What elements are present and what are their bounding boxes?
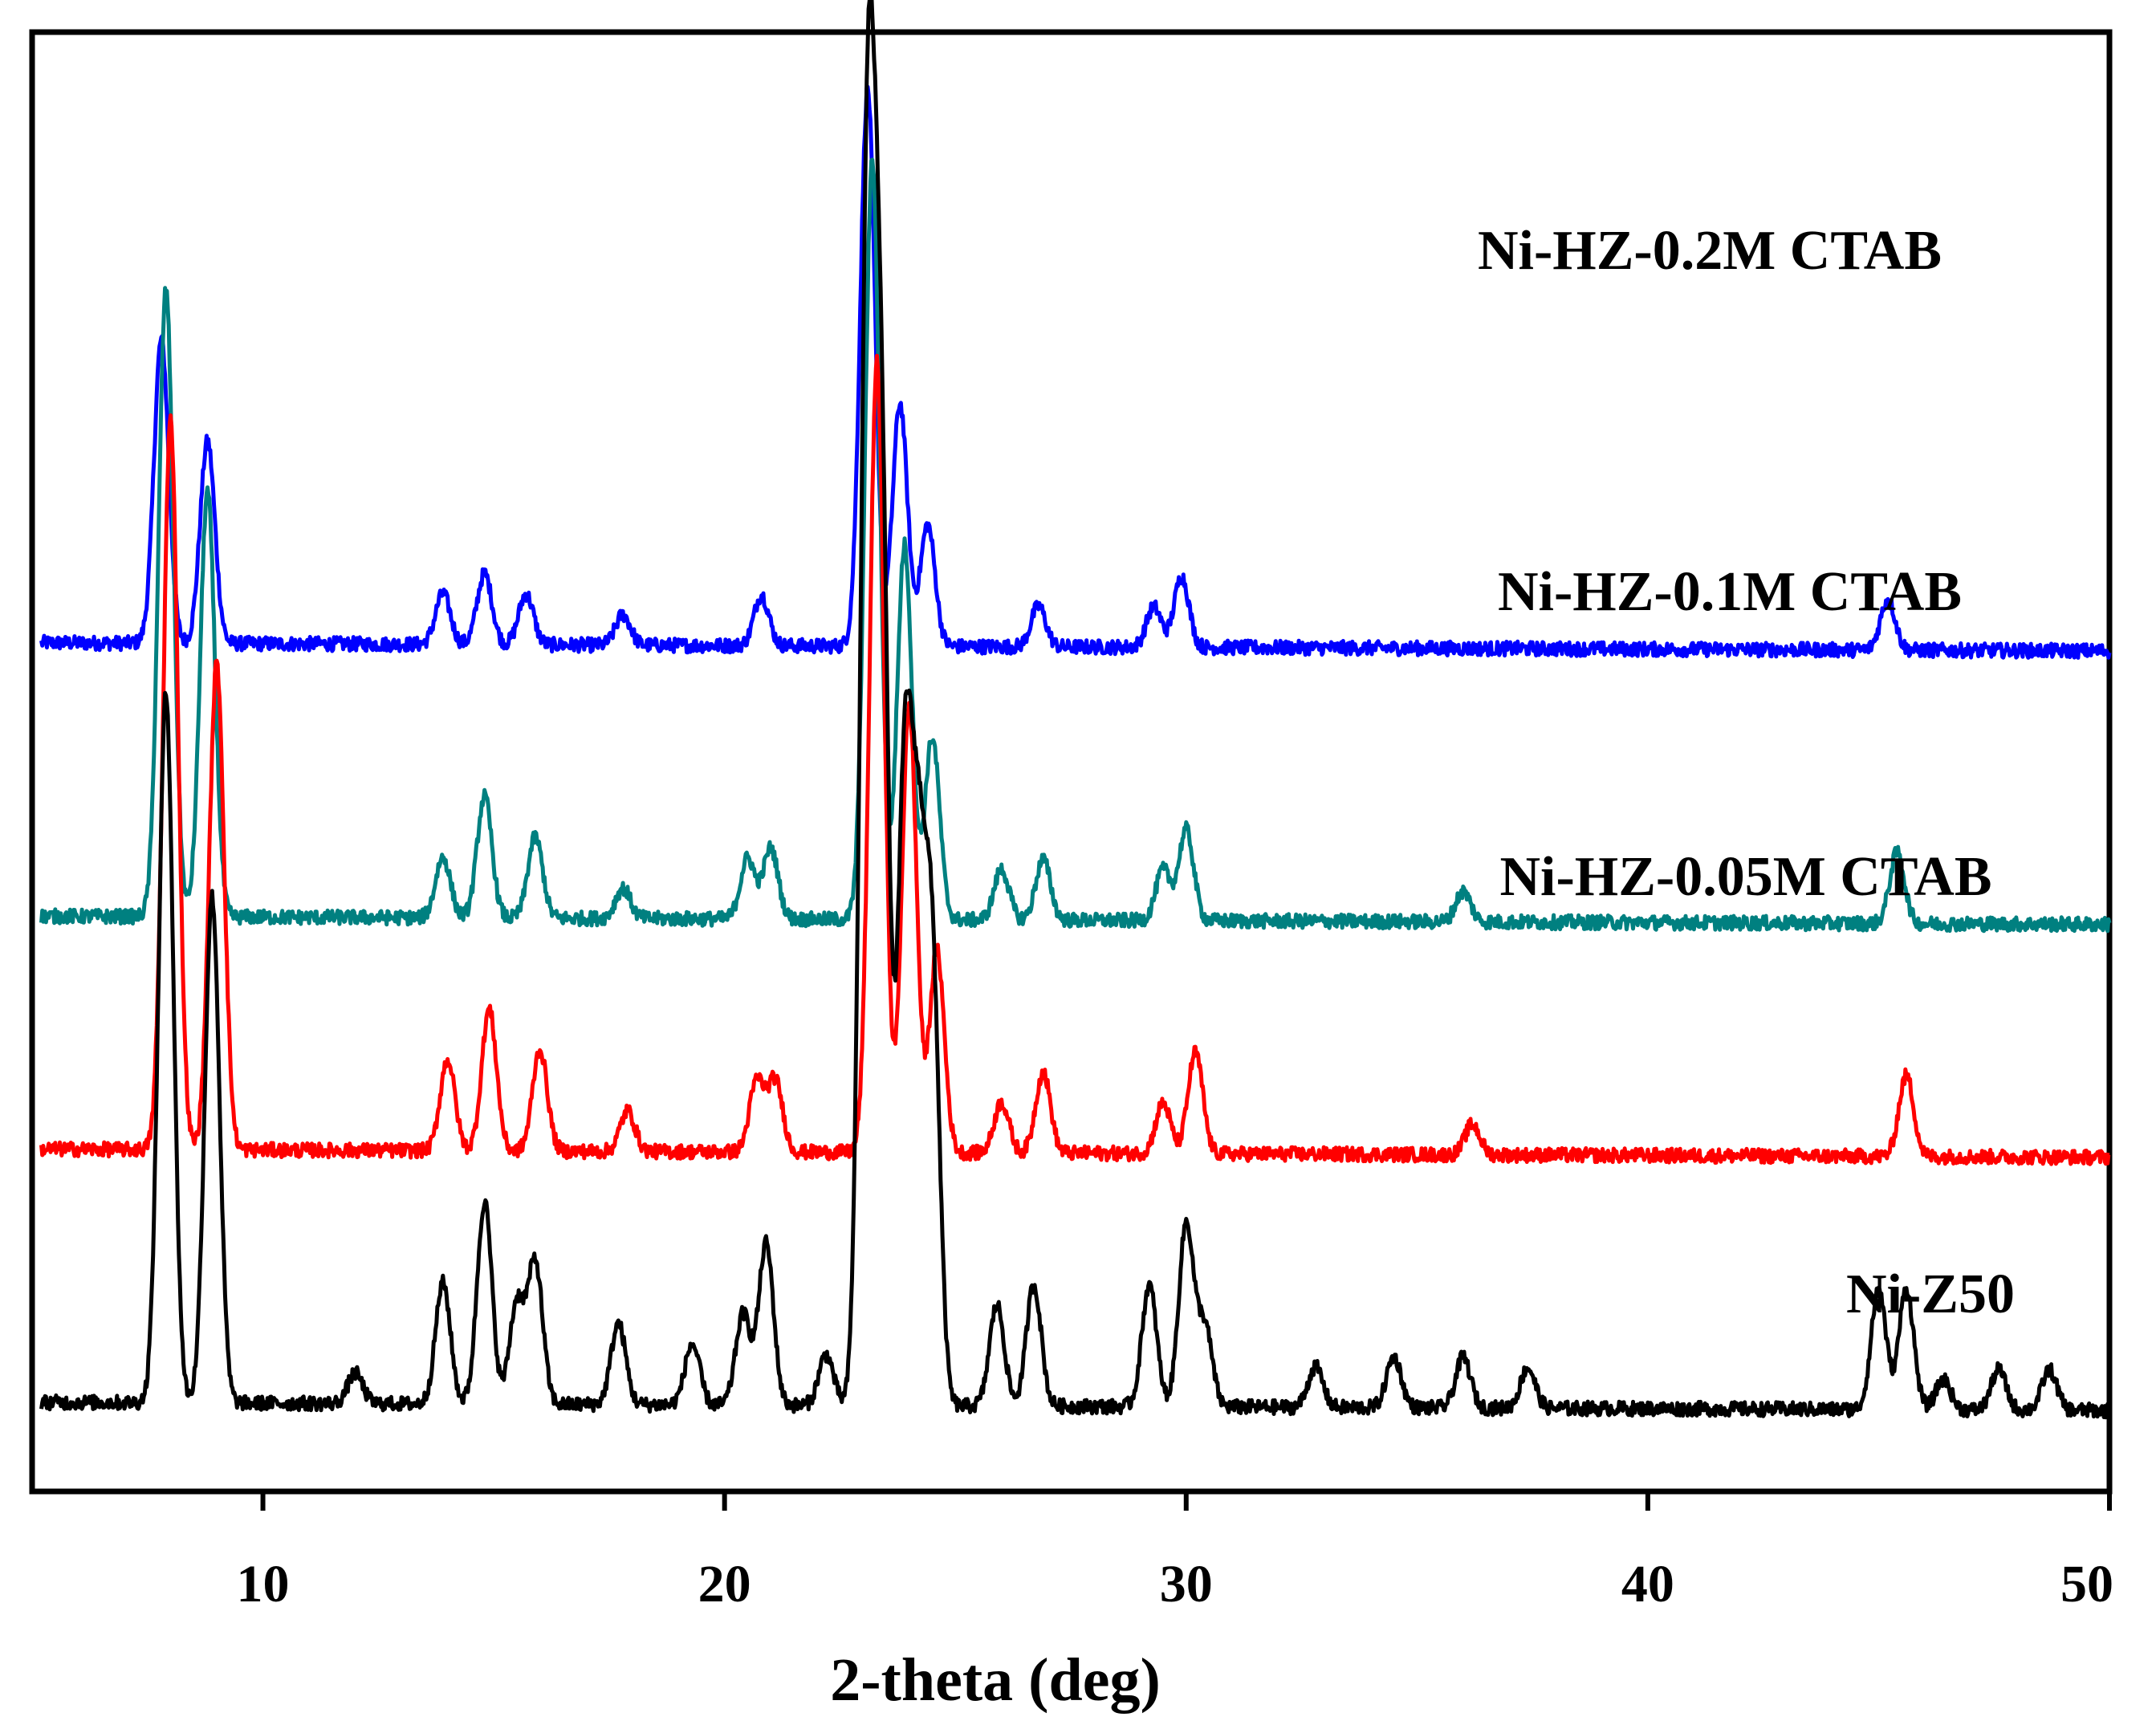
series-label: Ni-Z50 bbox=[1846, 1263, 2015, 1325]
x-tick-label: 40 bbox=[1621, 1555, 1674, 1613]
plot-frame bbox=[29, 29, 2113, 1495]
x-tick-label: 20 bbox=[698, 1555, 751, 1613]
x-axis-title: 2-theta (deg) bbox=[830, 1646, 1161, 1714]
x-tick-label: 50 bbox=[2060, 1555, 2113, 1613]
traces-group bbox=[39, 0, 2112, 1420]
series-line-ni-hz-0-2m-ctab bbox=[39, 84, 2112, 660]
x-tick-label: 30 bbox=[1160, 1555, 1213, 1613]
series-line-ni-z50 bbox=[39, 0, 2112, 1420]
series-line-ni-hz-0-05m-ctab bbox=[39, 353, 2111, 1166]
series-label: Ni-HZ-0.1M CTAB bbox=[1498, 561, 1962, 623]
x-tick-label: 10 bbox=[237, 1555, 290, 1613]
x-axis-ticks bbox=[260, 1491, 2112, 1511]
series-line-ni-hz-0-1m-ctab bbox=[39, 157, 2112, 934]
series-label: Ni-HZ-0.2M CTAB bbox=[1478, 220, 1942, 282]
series-label: Ni-HZ-0.05M CTAB bbox=[1499, 846, 1991, 908]
x-axis-tick-labels: 10 20 30 40 50 bbox=[237, 1555, 2113, 1613]
series-labels: Ni-HZ-0.2M CTAB Ni-HZ-0.1M CTAB Ni-HZ-0.05… bbox=[1478, 220, 2015, 1325]
